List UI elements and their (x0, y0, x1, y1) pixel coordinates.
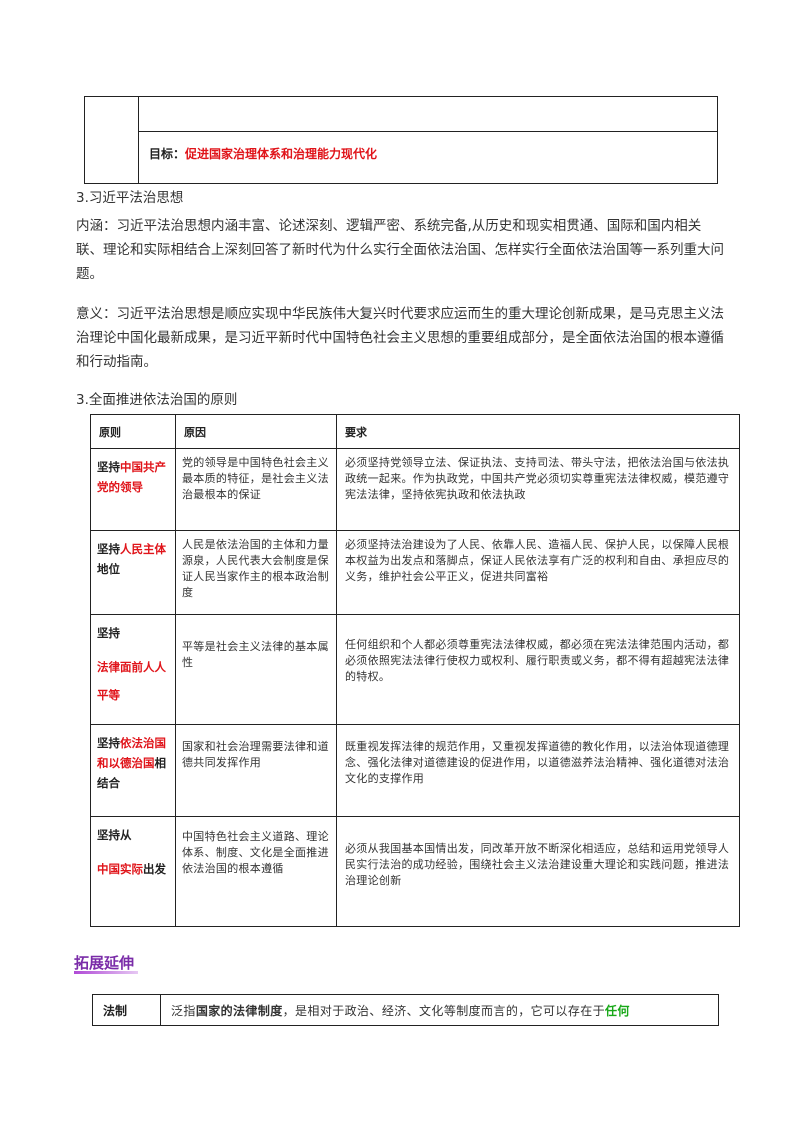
table-row: 坚持依法治国和以德治国相结合 国家和社会治理需要法律和道德共同发挥作用 既重视发… (90, 724, 740, 817)
table-row: 法制 泛指国家的法律制度，是相对于政治、经济、文化等制度而言的，它可以存在于任何 (92, 994, 719, 1026)
definition-bold: 国家的法律制度 (195, 1003, 283, 1018)
requirement-cell: 必须从我国基本国情出发，同改革开放不断深化相适应，总结和运用党领导人民实行法治的… (336, 816, 740, 927)
term-cell: 法制 (92, 994, 161, 1026)
section-heading-xi-thought: 3.习近平法治思想 (76, 190, 184, 206)
principle-key: 依法治国和以德治国 (97, 736, 166, 770)
connotation-paragraph: 内涵：习近平法治思想内涵丰富、论述深刻、逻辑严密、系统完备,从历史和现实相贯通、… (76, 214, 726, 286)
table-row: 坚持法律面前人人平等 平等是社会主义法律的基本属性 任何组织和个人都必须尊重宪法… (90, 614, 740, 725)
requirement-cell: 必须坚持法治建设为了人民、依靠人民、造福人民、保护人民，以保障人民根本权益为出发… (336, 530, 740, 615)
section-heading-principles: 3.全面推进依法治国的原则 (76, 392, 238, 408)
header-principle: 原则 (90, 414, 176, 449)
meaning-label: 意义： (76, 306, 117, 322)
header-reason: 原因 (175, 414, 337, 449)
table-row: 坚持从中国实际出发 中国特色社会主义道路、理论体系、制度、文化是全面推进依法治国… (90, 816, 740, 927)
principle-cell: 坚持法律面前人人平等 (90, 614, 176, 725)
goal-label: 目标： (149, 147, 186, 161)
principle-prefix: 坚持 (97, 736, 120, 750)
goal-box-left-cell (85, 97, 139, 183)
reason-cell: 中国特色社会主义道路、理论体系、制度、文化是全面推进依法治国的根本遵循 (175, 816, 337, 927)
principle-key: 中国实际 (97, 862, 143, 876)
table-header-row: 原则 原因 要求 (90, 414, 740, 449)
principle-cell: 坚持中国共产党的领导 (90, 448, 176, 531)
header-requirement: 要求 (336, 414, 740, 449)
requirement-cell: 任何组织和个人都必须尊重宪法法律权威，都必须在宪法法律范围内活动，都必须依照宪法… (336, 614, 740, 725)
goal-line: 目标：促进国家治理体系和治理能力现代化 (149, 145, 377, 162)
connotation-text: 习近平法治思想内涵丰富、论述深刻、逻辑严密、系统完备,从历史和现实相贯通、国际和… (76, 218, 724, 282)
principle-suffix: 出发 (143, 862, 166, 876)
principle-cell: 坚持人民主体地位 (90, 530, 176, 615)
meaning-paragraph: 意义：习近平法治思想是顺应实现中华民族伟大复兴时代要求应运而生的重大理论创新成果… (76, 302, 726, 374)
table-row: 坚持人民主体地位 人民是依法治国的主体和力量源泉，人民代表大会制度是保证人民当家… (90, 530, 740, 615)
principle-prefix: 坚持 (97, 542, 120, 556)
principles-table: 原则 原因 要求 坚持中国共产党的领导 党的领导是中国特色社会主义最本质的特征，… (90, 414, 740, 927)
goal-box: 目标：促进国家治理体系和治理能力现代化 (84, 96, 718, 184)
requirement-cell: 必须坚持党领导立法、保证执法、支持司法、带头守法，把依法治国与依法执政统一起来。… (336, 448, 740, 531)
principle-prefix: 坚持 (97, 460, 120, 474)
extension-heading: 拓展延伸 (74, 954, 135, 972)
connotation-label: 内涵： (76, 218, 117, 234)
requirement-cell: 既重视发挥法律的规范作用，又重视发挥道德的教化作用，以法治体现道德理念、强化法律… (336, 724, 740, 817)
goal-text: 促进国家治理体系和治理能力现代化 (185, 147, 378, 161)
principle-cell: 坚持从中国实际出发 (90, 816, 176, 927)
definition-prefix: 泛指 (171, 1003, 196, 1018)
definition-middle: ，是相对于政治、经济、文化等制度而言的，它可以存在于 (282, 1003, 606, 1018)
meaning-text: 习近平法治思想是顺应实现中华民族伟大复兴时代要求应运而生的重大理论创新成果，是马… (76, 306, 724, 370)
definition-highlight: 任何 (605, 1003, 630, 1018)
definition-table: 法制 泛指国家的法律制度，是相对于政治、经济、文化等制度而言的，它可以存在于任何 (92, 994, 719, 1026)
reason-cell: 平等是社会主义法律的基本属性 (175, 614, 337, 725)
table-row: 坚持中国共产党的领导 党的领导是中国特色社会主义最本质的特征，是社会主义法治最根… (90, 448, 740, 531)
extension-heading-underline (74, 971, 138, 974)
principle-key: 人民主体 (120, 542, 166, 556)
principle-key: 法律面前人人平等 (97, 660, 166, 702)
reason-cell: 国家和社会治理需要法律和道德共同发挥作用 (175, 724, 337, 817)
principle-key: 中国共产党的领导 (97, 460, 166, 494)
principle-prefix: 坚持 (97, 626, 120, 640)
principle-prefix: 坚持从 (97, 828, 132, 842)
reason-cell: 党的领导是中国特色社会主义最本质的特征，是社会主义法治最根本的保证 (175, 448, 337, 531)
goal-box-empty-row (139, 97, 717, 132)
principle-suffix: 地位 (97, 562, 120, 576)
reason-cell: 人民是依法治国的主体和力量源泉，人民代表大会制度是保证人民当家作主的根本政治制度 (175, 530, 337, 615)
definition-cell: 泛指国家的法律制度，是相对于政治、经济、文化等制度而言的，它可以存在于任何 (160, 994, 719, 1026)
principle-suffix: 相结合 (97, 756, 166, 790)
principle-cell: 坚持依法治国和以德治国相结合 (90, 724, 176, 817)
